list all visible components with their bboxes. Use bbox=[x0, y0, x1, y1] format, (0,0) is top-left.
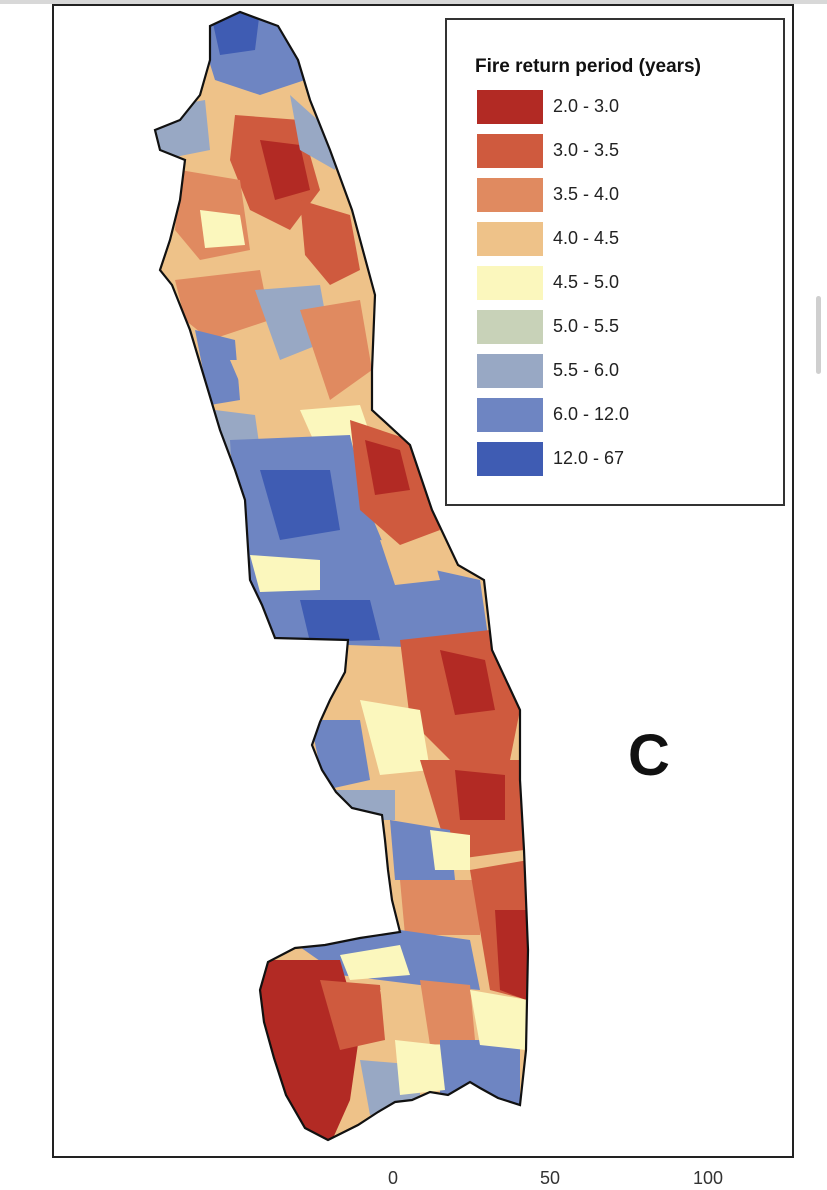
legend-swatch bbox=[477, 442, 543, 476]
legend-swatch bbox=[477, 398, 543, 432]
scrollbar-thumb[interactable] bbox=[816, 296, 821, 374]
legend-swatch bbox=[477, 90, 543, 124]
legend-title: Fire return period (years) bbox=[475, 56, 701, 77]
legend-label: 4.0 - 4.5 bbox=[553, 228, 620, 248]
legend-label: 6.0 - 12.0 bbox=[553, 404, 630, 424]
scale-tick-label: 100 bbox=[693, 1168, 724, 1188]
legend-label: 5.0 - 5.5 bbox=[553, 316, 620, 336]
legend-item: 4.5 - 5.0 bbox=[477, 266, 767, 300]
legend-swatch bbox=[477, 354, 543, 388]
scale-tick-label: 50 bbox=[540, 1168, 561, 1188]
legend-swatch bbox=[477, 310, 543, 344]
legend-label: 2.0 - 3.0 bbox=[553, 96, 620, 116]
legend-item: 3.0 - 3.5 bbox=[477, 134, 767, 168]
legend-swatch bbox=[477, 178, 543, 212]
legend-label: 4.5 - 5.0 bbox=[553, 272, 620, 292]
legend-item: 5.0 - 5.5 bbox=[477, 310, 767, 344]
legend-swatch bbox=[477, 222, 543, 256]
legend-item: 12.0 - 67 bbox=[477, 442, 767, 476]
legend-label: 5.5 - 6.0 bbox=[553, 360, 620, 380]
legend-item: 2.0 - 3.0 bbox=[477, 90, 767, 124]
legend-label: 3.5 - 4.0 bbox=[553, 184, 620, 204]
scale-tick-label: 0 bbox=[388, 1168, 399, 1188]
legend-box: Fire return period (years) 2.0 - 3.0 3.0… bbox=[445, 18, 785, 506]
top-edge-bar bbox=[0, 0, 827, 4]
panel-label: C bbox=[628, 723, 670, 788]
legend-swatch bbox=[477, 266, 543, 300]
legend-item: 5.5 - 6.0 bbox=[477, 354, 767, 388]
legend-label: 12.0 - 67 bbox=[553, 448, 625, 468]
legend-swatch bbox=[477, 134, 543, 168]
legend-item: 4.0 - 4.5 bbox=[477, 222, 767, 256]
legend-item: 3.5 - 4.0 bbox=[477, 178, 767, 212]
legend-label: 3.0 - 3.5 bbox=[553, 140, 620, 160]
legend-item: 6.0 - 12.0 bbox=[477, 398, 767, 432]
